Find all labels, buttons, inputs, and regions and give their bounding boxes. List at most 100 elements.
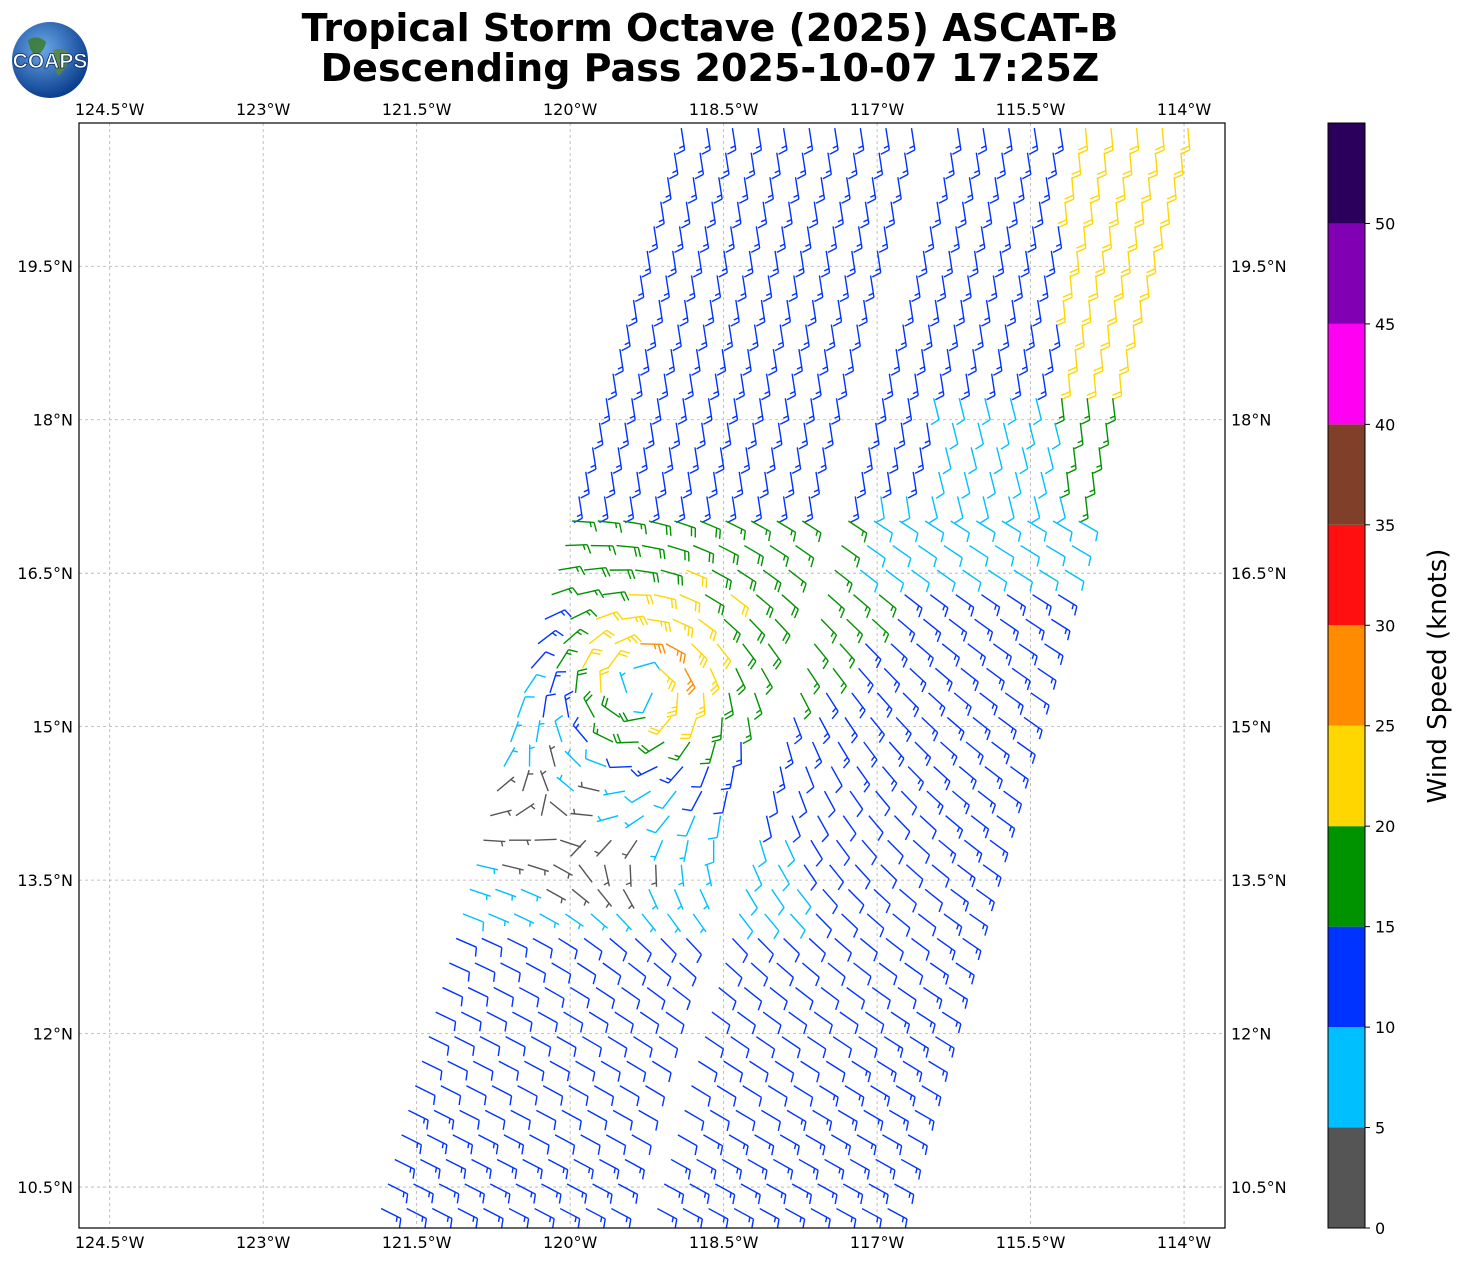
wind-barb: [718, 250, 728, 278]
wind-barb: [974, 422, 985, 450]
wind-barb: [1113, 275, 1124, 302]
wind-barb: [585, 1207, 606, 1229]
colorbar-bin-20-25: [1328, 725, 1365, 827]
wind-barb: [556, 774, 575, 792]
lat-tick-right: 18°N: [1231, 411, 1271, 430]
wind-barb: [524, 1060, 545, 1082]
lon-tick-top: 124.5°W: [75, 100, 145, 119]
wind-barb: [950, 226, 960, 254]
colorbar-tick-label: 30: [1375, 616, 1395, 635]
wind-barb: [807, 1036, 827, 1059]
wind-barb: [660, 275, 670, 303]
wind-barb: [1055, 398, 1065, 425]
wind-barb: [1025, 618, 1045, 641]
wind-barb: [478, 1134, 499, 1155]
wind-barb: [916, 349, 926, 376]
wind-barb: [691, 766, 710, 788]
wind-barb: [631, 471, 641, 499]
wind-barb: [900, 1158, 922, 1180]
wind-barb: [1052, 520, 1073, 542]
wind-barb: [1092, 447, 1103, 474]
wind-barb: [856, 1134, 877, 1156]
wind-barb: [580, 1134, 601, 1155]
wind-barb: [495, 888, 517, 901]
wind-barb: [658, 667, 677, 693]
wind-barb: [467, 986, 489, 1007]
wind-barb: [612, 1109, 633, 1131]
wind-barb: [679, 840, 689, 862]
colorbar-bin-30-35: [1328, 524, 1365, 626]
wind-barb: [662, 177, 672, 204]
wind-barb: [1080, 398, 1091, 425]
lon-tick-top: 121.5°W: [382, 100, 452, 119]
wind-barb: [709, 1109, 730, 1131]
wind-barb: [1012, 471, 1022, 499]
wind-barb: [449, 962, 471, 982]
wind-barb: [1006, 299, 1017, 327]
wind-barb: [590, 913, 609, 931]
wind-barb: [813, 643, 829, 670]
wind-barb: [1033, 201, 1044, 229]
wind-barb: [1069, 250, 1080, 278]
wind-barb: [723, 692, 734, 720]
wind-barb: [808, 201, 819, 229]
wind-barb: [827, 594, 846, 619]
wind-barb: [969, 250, 979, 278]
wind-barb: [1037, 373, 1047, 401]
wind-barb: [621, 839, 638, 859]
wind-barb: [805, 398, 815, 425]
wind-barb: [460, 1011, 482, 1032]
chart-title-line-2: Descending Pass 2025-10-07 17:25Z: [320, 46, 1100, 90]
wind-barb: [438, 1183, 460, 1204]
wind-barb: [624, 815, 645, 829]
wind-barb: [621, 615, 649, 626]
wind-barb: [711, 275, 722, 303]
wind-barb: [945, 152, 955, 180]
wind-barb: [949, 422, 959, 450]
wind-barb: [846, 986, 866, 1010]
wind-barb: [839, 1011, 859, 1034]
wind-barb: [541, 1183, 562, 1204]
wind-barb: [619, 671, 628, 694]
wind-barb: [1112, 373, 1123, 401]
wind-barb: [588, 629, 615, 645]
wind-barb: [703, 398, 713, 425]
wind-barb: [633, 692, 653, 714]
wind-barb: [904, 962, 924, 986]
wind-barb: [1064, 177, 1075, 204]
wind-barb: [715, 447, 725, 475]
wind-barb: [704, 840, 715, 866]
wind-barb: [520, 888, 542, 902]
wind-barb: [544, 609, 572, 620]
wind-barb: [464, 1183, 485, 1204]
wind-barb: [779, 398, 790, 425]
wind-barb: [420, 1158, 441, 1179]
wind-barb: [846, 250, 856, 278]
wind-barb: [1064, 569, 1085, 591]
wind-barb: [798, 790, 808, 819]
wind-barb: [1076, 226, 1087, 253]
wind-barb: [572, 716, 589, 743]
wind-barb: [607, 1036, 628, 1058]
wind-barb: [766, 447, 776, 475]
wind-barb: [841, 544, 861, 568]
wind-barb: [735, 373, 745, 401]
wind-barb: [873, 888, 891, 914]
wind-barb: [873, 152, 884, 180]
wind-barb: [678, 864, 685, 887]
wind-barb: [675, 128, 686, 155]
wind-barb: [715, 1183, 736, 1205]
wind-barb: [479, 1036, 501, 1057]
coaps-logo: COAPS: [12, 22, 88, 98]
wind-barb: [817, 815, 830, 843]
wind-barb: [941, 1011, 962, 1034]
wind-barb: [1001, 226, 1012, 254]
lon-tick-top: 123°W: [236, 100, 291, 119]
wind-barb: [863, 447, 873, 475]
wind-barb: [1057, 594, 1078, 616]
wind-barb: [627, 962, 647, 986]
wind-barb: [924, 226, 935, 254]
wind-barb: [832, 1036, 853, 1059]
wind-barb: [625, 864, 632, 887]
lat-tick-right: 12°N: [1231, 1025, 1271, 1044]
